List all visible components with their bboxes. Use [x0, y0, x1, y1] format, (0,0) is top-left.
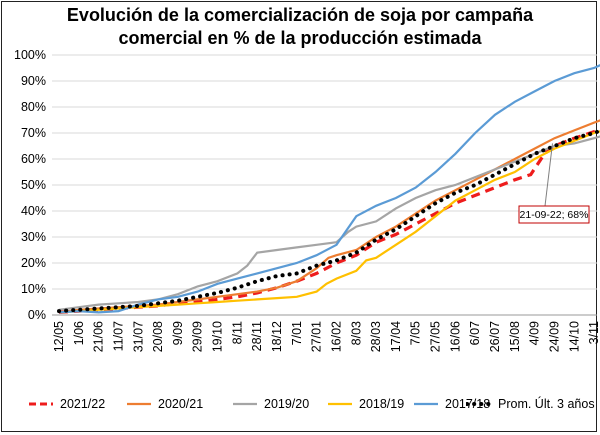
chart-title-line-1: Evolución de la comercialización de soja…	[66, 5, 534, 25]
x-tick-label: 27/05	[429, 321, 443, 352]
y-tick-label: 10%	[21, 282, 46, 296]
x-tick-label: 1/06	[72, 321, 86, 345]
y-tick-label: 90%	[21, 74, 46, 88]
legend-item: 2020/21	[126, 394, 203, 414]
x-tick-label: 16/06	[448, 321, 462, 352]
legend-swatch	[466, 402, 492, 406]
x-tick-label: 18/12	[270, 321, 284, 352]
x-tick-label: 24/09	[547, 321, 561, 352]
annotation-label: 21-09-22; 68%	[520, 209, 589, 221]
x-tick-label: 9/09	[171, 321, 185, 345]
annotation-box	[518, 205, 590, 224]
legend-swatch	[233, 402, 257, 406]
x-tick-label: 16/02	[329, 321, 343, 352]
x-tick-label: 12/05	[52, 321, 66, 352]
x-tick-label: 7/05	[409, 321, 423, 345]
x-tick-label: 11/07	[111, 321, 125, 351]
x-tick-label: 6/07	[468, 321, 482, 345]
y-tick-label: 70%	[21, 126, 46, 140]
x-tick-label: 21/06	[92, 321, 106, 352]
legend-item: 2018/19	[327, 394, 404, 414]
x-tick-label: 19/10	[211, 321, 225, 352]
y-tick-label: 0%	[28, 308, 46, 322]
legend-item: Prom. Últ. 3 años	[466, 394, 595, 414]
x-tick-label: 28/11	[250, 321, 264, 351]
series-line	[58, 64, 600, 314]
chart-title-line-2: comercial en % de la producción estimada	[118, 28, 482, 48]
y-tick-label: 30%	[21, 230, 46, 244]
x-tick-label: 20/08	[151, 321, 165, 352]
legend-swatch	[328, 402, 352, 406]
series-line	[58, 130, 600, 314]
annotation-leader	[544, 143, 553, 207]
x-tick-label: 3/11	[587, 321, 600, 344]
y-tick-label: 50%	[21, 178, 46, 192]
chart-title: Evolución de la comercialización de soja…	[40, 4, 560, 50]
legend-label: 2020/21	[158, 397, 204, 411]
x-tick-label: 7/01	[290, 321, 304, 345]
x-tick-label: 29/09	[191, 321, 205, 352]
legend-swatch	[127, 402, 151, 406]
legend-item: 2019/20	[232, 394, 309, 414]
x-tick-label: 28/03	[369, 321, 383, 352]
x-tick-label: 14/10	[567, 321, 581, 352]
legend-swatch	[414, 402, 438, 406]
x-tick-label: 15/08	[508, 321, 522, 352]
y-tick-label: 80%	[21, 100, 46, 114]
legend-label: 2021/22	[60, 397, 106, 411]
x-tick-label: 4/09	[528, 321, 542, 345]
series-line	[57, 128, 600, 314]
y-tick-label: 60%	[21, 152, 46, 166]
x-tick-label: 31/07	[131, 321, 145, 352]
chart-legend: 2021/222020/212019/202018/192017/18Prom.…	[0, 394, 600, 414]
y-tick-label: 40%	[21, 204, 46, 218]
legend-label: Prom. Últ. 3 años	[498, 397, 595, 411]
y-tick-label: 100%	[14, 48, 46, 62]
y-tick-label: 20%	[21, 256, 46, 270]
x-tick-label: 17/04	[389, 321, 403, 352]
x-tick-label: 26/07	[488, 321, 502, 352]
legend-item: 2021/22	[28, 394, 105, 414]
x-tick-label: 27/01	[310, 321, 324, 352]
series-line	[58, 119, 600, 314]
legend-swatch	[29, 402, 53, 406]
x-tick-label: 8/11	[230, 321, 244, 344]
legend-label: 2019/20	[264, 397, 310, 411]
legend-label: 2018/19	[359, 397, 405, 411]
x-tick-label: 8/03	[349, 321, 363, 345]
